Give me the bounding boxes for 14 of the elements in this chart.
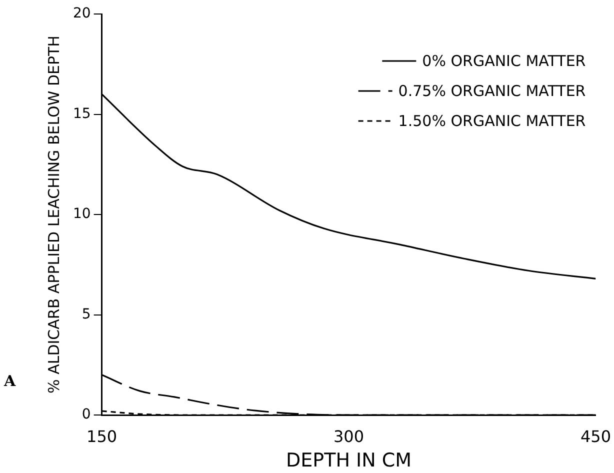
x-tick-label: 150 xyxy=(86,426,118,446)
legend-label: 0% ORGANIC MATTER xyxy=(422,52,586,70)
y-tick-label: 5 xyxy=(82,306,91,322)
legend-label: 1.50% ORGANIC MATTER xyxy=(398,112,586,130)
y-axis-title: % ALDICARB APPLIED LEACHING BELOW DEPTH xyxy=(44,36,63,394)
legend-label: 0.75% ORGANIC MATTER xyxy=(398,82,586,100)
text: A xyxy=(4,372,16,390)
x-tick-label: 450 xyxy=(580,426,612,446)
y-tick-label: 10 xyxy=(72,206,91,222)
x-axis-title: DEPTH IN CM xyxy=(286,450,412,472)
y-tick-label: 0 xyxy=(82,406,91,423)
x-tick-label: 300 xyxy=(334,426,364,446)
y-tick-label: 15 xyxy=(72,106,91,122)
y-tick-label: 20 xyxy=(72,6,91,22)
